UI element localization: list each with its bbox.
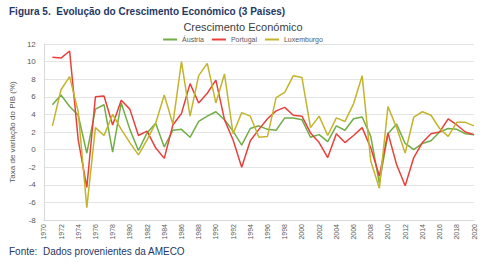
svg-text:Taxa de variação do PIB (%): Taxa de variação do PIB (%) bbox=[8, 81, 17, 183]
svg-text:1986: 1986 bbox=[178, 224, 185, 240]
svg-text:1974: 1974 bbox=[75, 224, 82, 240]
svg-text:1982: 1982 bbox=[144, 224, 151, 240]
svg-text:6: 6 bbox=[31, 92, 36, 101]
svg-text:4: 4 bbox=[31, 110, 36, 119]
svg-text:1976: 1976 bbox=[92, 224, 99, 240]
svg-text:2: 2 bbox=[31, 128, 36, 137]
svg-text:2016: 2016 bbox=[436, 224, 443, 240]
svg-text:0: 0 bbox=[31, 145, 36, 154]
svg-text:8: 8 bbox=[31, 75, 36, 84]
svg-text:2008: 2008 bbox=[367, 224, 374, 240]
svg-text:Portugal: Portugal bbox=[231, 36, 258, 44]
svg-text:1996: 1996 bbox=[264, 224, 271, 240]
svg-text:1980: 1980 bbox=[126, 224, 133, 240]
svg-text:2014: 2014 bbox=[419, 224, 426, 240]
svg-text:1992: 1992 bbox=[230, 224, 237, 240]
svg-text:-6: -6 bbox=[29, 198, 37, 207]
svg-text:2002: 2002 bbox=[316, 224, 323, 240]
svg-text:Figura 5. Evolução do Crescim: Figura 5. Evolução do Crescimento Económ… bbox=[9, 6, 285, 17]
svg-text:2020: 2020 bbox=[471, 224, 478, 240]
svg-text:2018: 2018 bbox=[453, 224, 460, 240]
svg-text:Crescimento Económico: Crescimento Económico bbox=[183, 21, 302, 33]
svg-text:Fonte: Dados provenientes da: Fonte: Dados provenientes da AMECO bbox=[9, 246, 185, 257]
svg-text:1990: 1990 bbox=[212, 224, 219, 240]
svg-text:1998: 1998 bbox=[281, 224, 288, 240]
svg-text:2000: 2000 bbox=[298, 224, 305, 240]
svg-text:1988: 1988 bbox=[195, 224, 202, 240]
svg-text:2012: 2012 bbox=[402, 224, 409, 240]
svg-text:-2: -2 bbox=[29, 163, 37, 172]
svg-text:12: 12 bbox=[27, 40, 36, 49]
svg-text:Luxemburgo: Luxemburgo bbox=[284, 36, 323, 44]
svg-text:10: 10 bbox=[27, 57, 36, 66]
svg-text:2004: 2004 bbox=[333, 224, 340, 240]
svg-text:2010: 2010 bbox=[384, 224, 391, 240]
svg-text:1970: 1970 bbox=[40, 224, 47, 240]
svg-text:2006: 2006 bbox=[350, 224, 357, 240]
svg-text:-4: -4 bbox=[29, 180, 37, 189]
svg-text:1978: 1978 bbox=[109, 224, 116, 240]
svg-text:1994: 1994 bbox=[247, 224, 254, 240]
svg-text:1984: 1984 bbox=[161, 224, 168, 240]
svg-text:-8: -8 bbox=[29, 216, 37, 225]
svg-text:1972: 1972 bbox=[58, 224, 65, 240]
svg-text:Áustria: Áustria bbox=[182, 35, 204, 43]
